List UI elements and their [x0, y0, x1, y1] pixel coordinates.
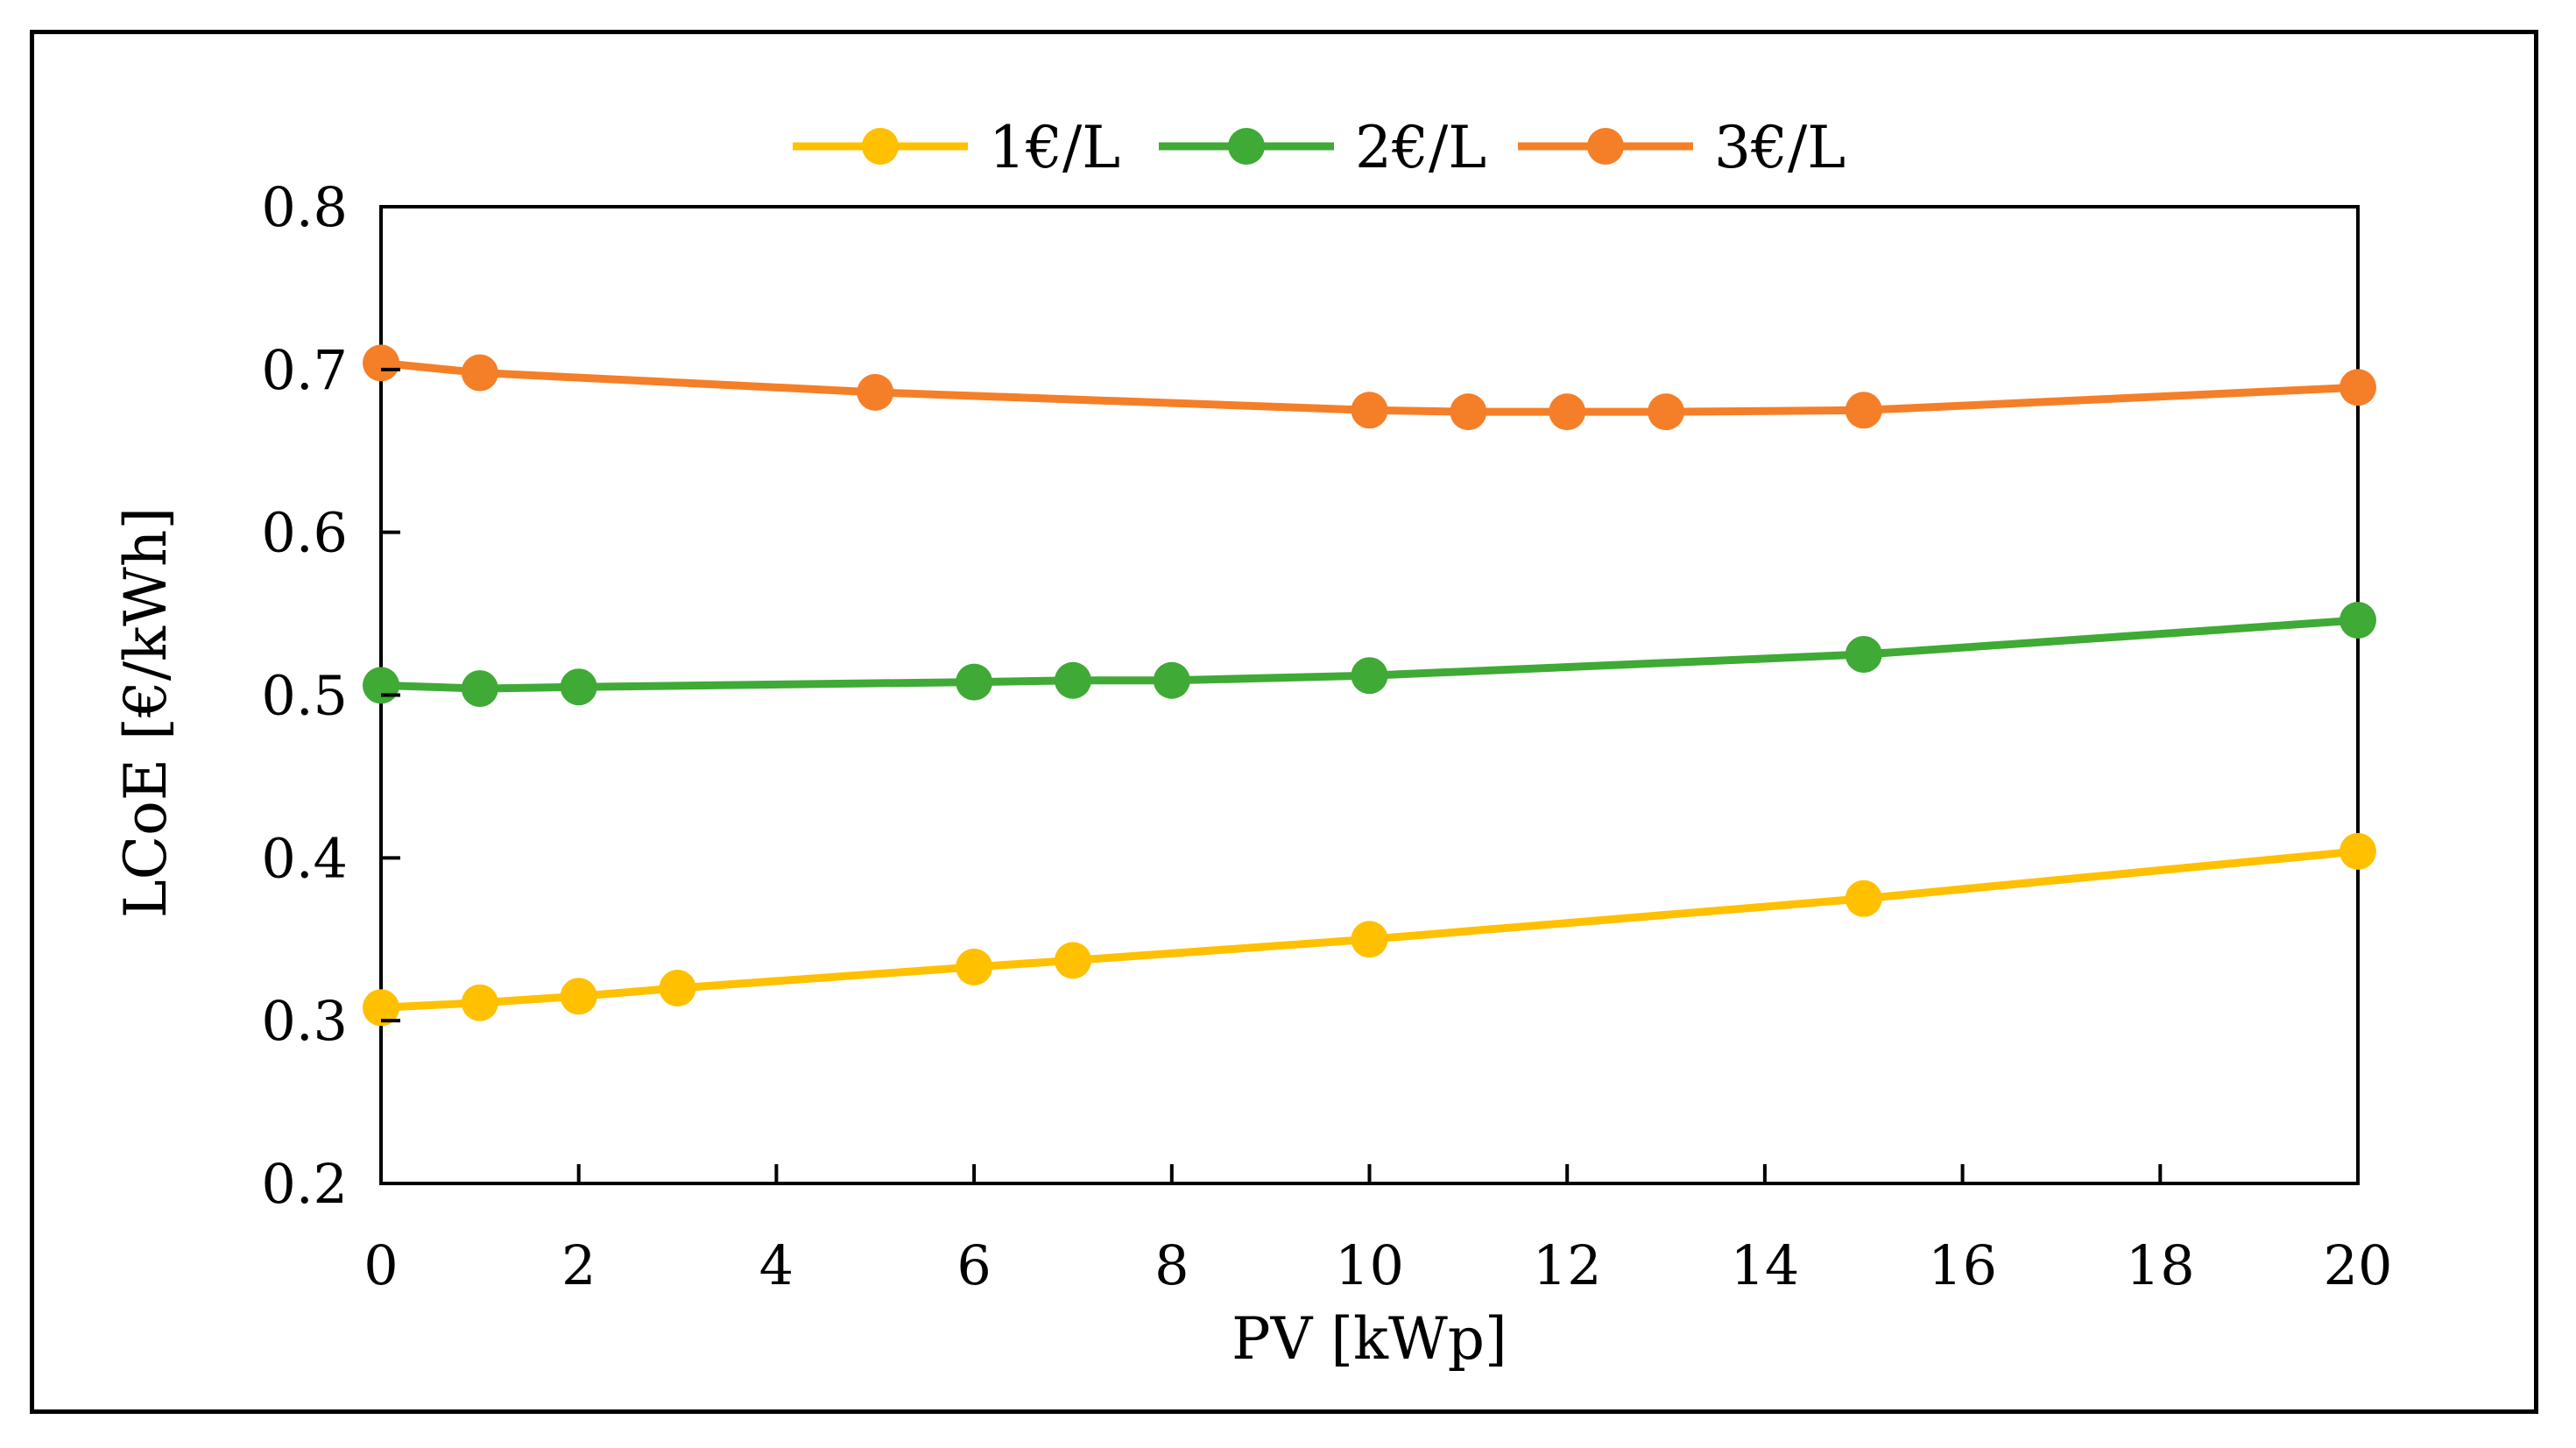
data-point: [461, 354, 498, 392]
y-axis: 0.2 0.3 0.4 0.5 0.6 0.7 0.8: [261, 175, 400, 1216]
series-3: [363, 344, 2376, 431]
data-point: [363, 667, 399, 704]
x-axis: 0 2 4 6 8 10 12 14 16 18 20: [363, 1164, 2392, 1297]
y-tick-label: 0.8: [261, 175, 348, 239]
data-point: [1648, 393, 1685, 431]
legend-item: 3€/L: [1518, 114, 1846, 181]
x-tick-label: 2: [561, 1233, 596, 1297]
legend-swatch-marker: [862, 128, 899, 165]
series-2: [363, 602, 2376, 708]
legend-item: 2€/L: [1159, 114, 1486, 181]
y-tick-label: 0.6: [261, 501, 348, 565]
data-point: [659, 970, 696, 1007]
chart-frame: 1€/L 2€/L 3€/L 0 2 4 6 8 10 12 14 16 18 20 0.2 0.3 0.4…: [30, 30, 2538, 1414]
data-point: [2340, 602, 2376, 639]
line-chart: 1€/L 2€/L 3€/L 0 2 4 6 8 10 12 14 16 18 20 0.2 0.3 0.4…: [112, 114, 2392, 1373]
data-point: [1845, 392, 1882, 429]
data-point: [1351, 921, 1388, 958]
x-tick-label: 12: [1533, 1233, 1602, 1297]
data-point: [363, 989, 399, 1027]
data-point: [956, 663, 993, 701]
legend: 1€/L 2€/L 3€/L: [793, 114, 1846, 181]
data-point: [363, 344, 399, 382]
series-1: [363, 832, 2376, 1027]
data-point: [1054, 942, 1091, 979]
data-point: [1845, 636, 1882, 674]
data-point: [2340, 369, 2376, 406]
data-point: [1845, 879, 1882, 917]
y-tick-label: 0.5: [261, 664, 348, 728]
legend-item: 1€/L: [793, 114, 1120, 181]
data-point: [1549, 393, 1586, 431]
data-point: [1450, 393, 1487, 431]
legend-swatch-marker: [1587, 128, 1624, 165]
x-tick-label: 18: [2126, 1233, 2195, 1297]
y-tick-label: 0.4: [261, 826, 348, 890]
y-axis-title: LCoE [€/kWh]: [112, 507, 180, 918]
x-tick-label: 6: [956, 1233, 991, 1297]
legend-label: 3€/L: [1714, 114, 1846, 181]
legend-swatch-marker: [1228, 128, 1265, 165]
x-tick-label: 14: [1730, 1233, 1799, 1297]
data-point: [1351, 392, 1388, 429]
data-point: [461, 984, 498, 1021]
plot-area: [363, 205, 2376, 1185]
legend-label: 2€/L: [1355, 114, 1486, 181]
data-point: [2340, 832, 2376, 870]
y-tick-label: 0.7: [261, 338, 348, 402]
data-point: [956, 948, 993, 985]
x-tick-label: 0: [363, 1233, 398, 1297]
x-tick-label: 16: [1928, 1233, 1997, 1297]
y-tick-label: 0.2: [261, 1152, 348, 1216]
x-tick-label: 4: [759, 1233, 794, 1297]
data-point: [1351, 657, 1388, 695]
plot-border: [379, 205, 2360, 1185]
data-point: [560, 978, 597, 1015]
y-tick-label: 0.3: [261, 989, 348, 1053]
data-point: [1054, 661, 1091, 699]
data-point: [461, 670, 498, 708]
x-tick-label: 10: [1335, 1233, 1404, 1297]
x-tick-label: 20: [2324, 1233, 2393, 1297]
x-axis-title: PV [kWp]: [1232, 1305, 1507, 1373]
data-point: [857, 373, 894, 411]
data-point: [1153, 661, 1190, 699]
x-tick-label: 8: [1154, 1233, 1189, 1297]
legend-label: 1€/L: [989, 114, 1120, 181]
data-point: [560, 668, 597, 706]
